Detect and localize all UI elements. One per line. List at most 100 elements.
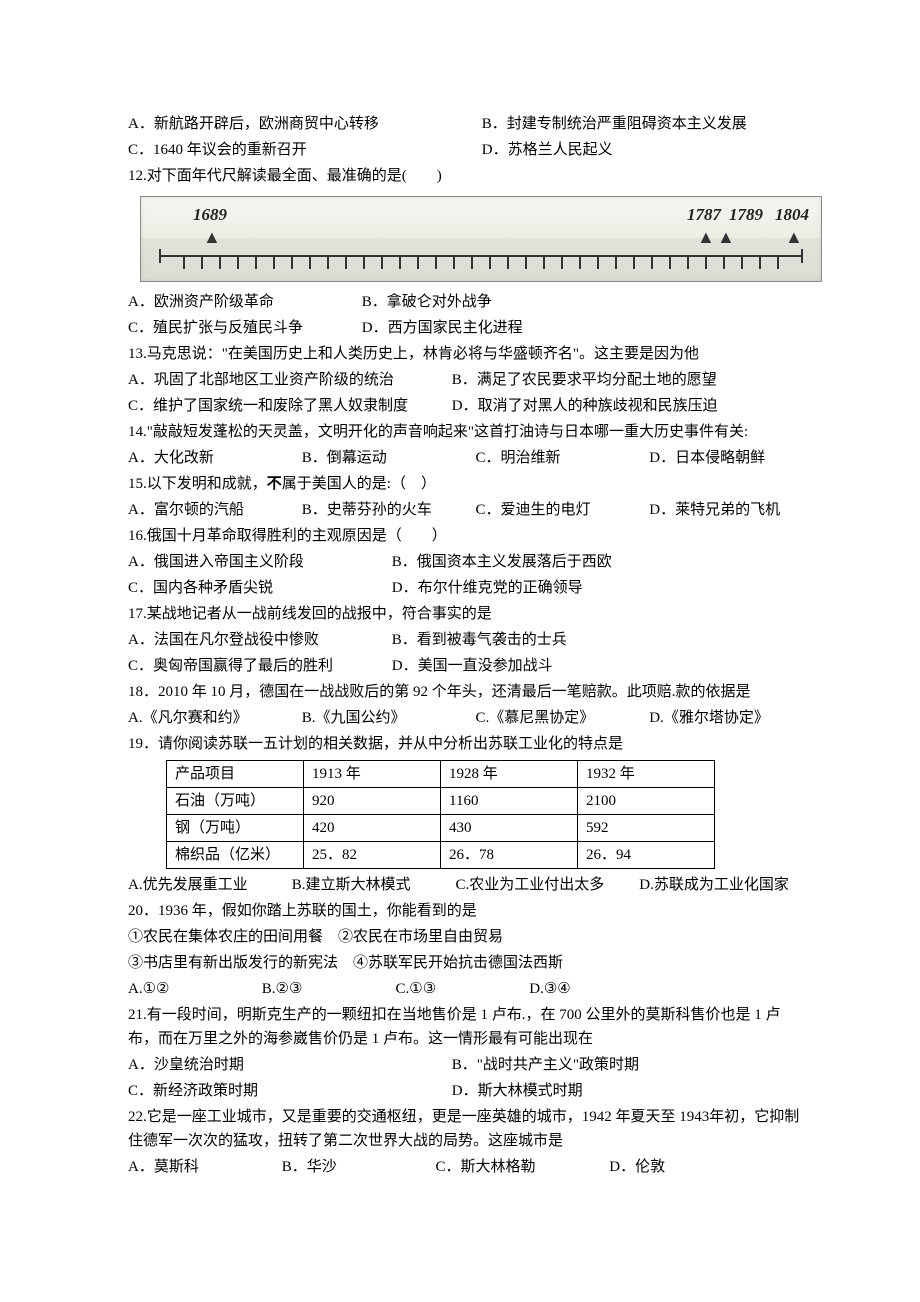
tl-tick <box>327 255 329 269</box>
tl-tick <box>525 255 527 269</box>
q13-optD: D．取消了对黑人的种族歧视和民族压迫 <box>452 394 718 418</box>
tl-tick <box>705 255 707 269</box>
q11-row2: C．1640 年议会的重新召开 D．苏格兰人民起义 <box>128 138 800 162</box>
tl-tick <box>579 255 581 269</box>
q16-stem: 16.俄国十月革命取得胜利的主观原因是（ ） <box>128 524 800 548</box>
th-0: 产品项目 <box>167 761 304 788</box>
q20-optA: A.①② <box>128 977 258 1001</box>
q11-optB: B．封建专制统治严重阻碍资本主义发展 <box>482 112 747 136</box>
q16-row2: C．国内各种矛盾尖锐 D．布尔什维克党的正确领导 <box>128 576 800 600</box>
q14-opts: A．大化改新 B．倒幕运动 C．明治维新 D．日本侵略朝鲜 <box>128 446 800 470</box>
q18-optC: C.《慕尼黑协定》 <box>476 706 646 730</box>
tl-arrow-icon: ▲ <box>203 223 221 252</box>
q15-optD: D．莱特兄弟的飞机 <box>649 498 780 522</box>
q12-row1: A．欧洲资产阶级革命 B．拿破仑对外战争 <box>128 290 800 314</box>
tl-tick <box>561 255 563 269</box>
q14-optD: D．日本侵略朝鲜 <box>649 446 765 470</box>
q15-optA: A．富尔顿的汽船 <box>128 498 298 522</box>
q14-stem: 14."敲敲短发蓬松的天灵盖，文明开化的声音响起来"这首打油诗与日本哪一重大历史… <box>128 420 800 444</box>
q17-optB: B．看到被毒气袭击的士兵 <box>392 628 567 652</box>
tl-tick <box>237 255 239 269</box>
q18-optD: D.《雅尔塔协定》 <box>649 706 769 730</box>
tl-tick <box>453 255 455 269</box>
q21-optC: C．新经济政策时期 <box>128 1079 448 1103</box>
q18-stem: 18．2010 年 10 月，德国在一战战败后的第 92 个年头，还清最后一笔赔… <box>128 680 800 704</box>
q19-optA: A.优先发展重工业 <box>128 873 288 897</box>
th-1: 1913 年 <box>304 761 441 788</box>
q18-optA: A.《凡尔赛和约》 <box>128 706 298 730</box>
q11-optA: A．新航路开辟后，欧洲商贸中心转移 <box>128 112 478 136</box>
q15-stem-pre: 15.以下发明和成就， <box>128 476 267 492</box>
q19-stem: 19．请你阅读苏联一五计划的相关数据，并从中分析出苏联工业化的特点是 <box>128 732 800 756</box>
tl-arrow-icon: ▲ <box>717 223 735 252</box>
tl-tick <box>435 255 437 269</box>
table-header-row: 产品项目 1913 年 1928 年 1932 年 <box>167 761 715 788</box>
cell: 1160 <box>441 788 578 815</box>
q20-opts: A.①② B.②③ C.①③ D.③④ <box>128 977 800 1001</box>
q13-row1: A．巩固了北部地区工业资产阶级的统治 B．满足了农民要求平均分配土地的愿望 <box>128 368 800 392</box>
q12-stem: 12.对下面年代尺解读最全面、最准确的是( ) <box>128 164 800 188</box>
th-2: 1928 年 <box>441 761 578 788</box>
q21-row2: C．新经济政策时期 D．斯大林模式时期 <box>128 1079 800 1103</box>
q19-opts: A.优先发展重工业 B.建立斯大林模式 C.农业为工业付出太多 D.苏联成为工业… <box>128 873 800 897</box>
q19-optC: C.农业为工业付出太多 <box>456 873 636 897</box>
q15-opts: A．富尔顿的汽船 B．史蒂芬孙的火车 C．爱迪生的电灯 D．莱特兄弟的飞机 <box>128 498 800 522</box>
q13-optA: A．巩固了北部地区工业资产阶级的统治 <box>128 368 448 392</box>
q16-row1: A．俄国进入帝国主义阶段 B．俄国资本主义发展落后于西欧 <box>128 550 800 574</box>
tl-tick <box>597 255 599 269</box>
table-row: 棉织品（亿米） 25．82 26．78 26．94 <box>167 842 715 869</box>
q12-optD: D．西方国家民主化进程 <box>362 316 523 340</box>
table-row: 石油（万吨） 920 1160 2100 <box>167 788 715 815</box>
q16-optB: B．俄国资本主义发展落后于西欧 <box>392 550 612 574</box>
cell: 420 <box>304 815 441 842</box>
q17-optD: D．美国一直没参加战斗 <box>392 654 553 678</box>
q15-stem: 15.以下发明和成就，不属于美国人的是:（ ） <box>128 472 800 496</box>
q17-row1: A．法国在凡尔登战役中惨败 B．看到被毒气袭击的士兵 <box>128 628 800 652</box>
q21-optD: D．斯大林模式时期 <box>452 1079 583 1103</box>
cell: 棉织品（亿米） <box>167 842 304 869</box>
cell: 石油（万吨） <box>167 788 304 815</box>
q11-row1: A．新航路开辟后，欧洲商贸中心转移 B．封建专制统治严重阻碍资本主义发展 <box>128 112 800 136</box>
tl-tick <box>219 255 221 269</box>
q16-optC: C．国内各种矛盾尖锐 <box>128 576 388 600</box>
q22-stem: 22.它是一座工业城市，又是重要的交通枢纽，更是一座英雄的城市，1942 年夏天… <box>128 1105 800 1153</box>
cell: 26．78 <box>441 842 578 869</box>
q12-optB: B．拿破仑对外战争 <box>362 290 492 314</box>
q20-line1: ①农民在集体农庄的田间用餐 ②农民在市场里自由贸易 <box>128 925 800 949</box>
q15-stem-bold: 不 <box>267 476 282 492</box>
q17-optC: C．奥匈帝国赢得了最后的胜利 <box>128 654 388 678</box>
tl-tick <box>291 255 293 269</box>
q18-opts: A.《凡尔赛和约》 B.《九国公约》 C.《慕尼黑协定》 D.《雅尔塔协定》 <box>128 706 800 730</box>
q15-stem-post: 属于美国人的是:（ ） <box>282 476 436 492</box>
q12-row2: C．殖民扩张与反殖民斗争 D．西方国家民主化进程 <box>128 316 800 340</box>
q11-optD: D．苏格兰人民起义 <box>482 138 613 162</box>
tl-tick <box>777 255 779 269</box>
exam-page: A．新航路开辟后，欧洲商贸中心转移 B．封建专制统治严重阻碍资本主义发展 C．1… <box>0 0 920 1241</box>
cell: 钢（万吨） <box>167 815 304 842</box>
q13-optB: B．满足了农民要求平均分配土地的愿望 <box>452 368 717 392</box>
cell: 2100 <box>578 788 715 815</box>
tl-tick <box>363 255 365 269</box>
tl-tick <box>651 255 653 269</box>
q21-optA: A．沙皇统治时期 <box>128 1053 448 1077</box>
tl-tick <box>723 255 725 269</box>
tl-tick <box>417 255 419 269</box>
tl-end-right <box>801 249 803 263</box>
tl-tick <box>309 255 311 269</box>
q18-optB: B.《九国公约》 <box>302 706 472 730</box>
tl-tick <box>507 255 509 269</box>
tl-tick <box>669 255 671 269</box>
q22-optC: C．斯大林格勒 <box>436 1155 606 1179</box>
tl-tick <box>201 255 203 269</box>
table-row: 钢（万吨） 420 430 592 <box>167 815 715 842</box>
q14-optA: A．大化改新 <box>128 446 298 470</box>
cell: 25．82 <box>304 842 441 869</box>
q22-opts: A．莫斯科 B．华沙 C．斯大林格勒 D．伦敦 <box>128 1155 800 1179</box>
cell: 26．94 <box>578 842 715 869</box>
tl-tick <box>615 255 617 269</box>
tl-tick <box>183 255 185 269</box>
q14-optC: C．明治维新 <box>476 446 646 470</box>
tl-tick <box>543 255 545 269</box>
q15-optB: B．史蒂芬孙的火车 <box>302 498 472 522</box>
q11-optC: C．1640 年议会的重新召开 <box>128 138 478 162</box>
